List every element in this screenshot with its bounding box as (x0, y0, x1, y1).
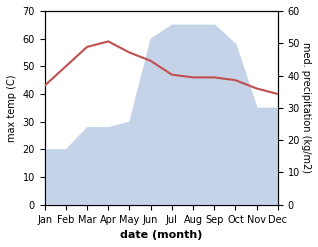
X-axis label: date (month): date (month) (120, 230, 203, 240)
Y-axis label: med. precipitation (kg/m2): med. precipitation (kg/m2) (301, 42, 311, 173)
Y-axis label: max temp (C): max temp (C) (7, 74, 17, 142)
